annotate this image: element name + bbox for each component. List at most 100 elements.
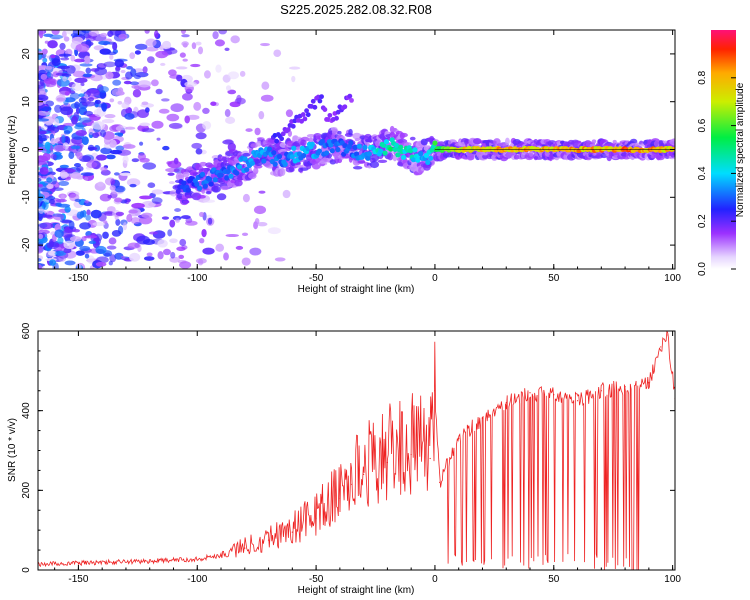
spectrogram-xlabel: Height of straight line (km): [298, 284, 415, 295]
noise-blob: [38, 81, 46, 90]
noise-blob: [146, 56, 155, 64]
x-tick-label: 50: [548, 574, 560, 585]
ridge-cell: [276, 153, 283, 160]
noise-blob: [129, 52, 136, 60]
noise-blob: [112, 42, 118, 51]
snr-point: [529, 392, 531, 394]
ridge-halo: [182, 200, 190, 204]
noise-blob: [102, 231, 109, 239]
snr-point: [624, 386, 626, 388]
noise-blob: [185, 220, 198, 226]
ridge-halo: [387, 152, 394, 161]
noise-blob: [54, 118, 60, 127]
noise-blob: [115, 218, 121, 226]
noise-blob: [100, 147, 113, 155]
noise-blob: [165, 168, 178, 173]
snr-point: [458, 437, 460, 440]
noise-blob: [38, 94, 49, 102]
noise-blob: [111, 88, 124, 97]
noise-blob: [88, 97, 95, 102]
noise-blob: [41, 125, 48, 131]
noise-blob: [148, 231, 159, 235]
ridge-halo: [656, 154, 665, 161]
ridge-halo: [472, 138, 482, 145]
snr-point: [267, 539, 270, 541]
colorbar-ticks: 0.0 0.2 0.4 0.6 0.8: [697, 70, 736, 276]
secondary-ridge-cell: [279, 136, 285, 142]
noise-blob: [122, 144, 136, 149]
ridge-halo: [612, 139, 617, 144]
ridge-cell: [410, 157, 417, 163]
noise-blob: [145, 38, 157, 47]
noise-blob: [195, 148, 203, 155]
ridge-cell: [197, 185, 203, 191]
noise-blob: [225, 233, 239, 238]
colorbar-tick-label: 0.8: [697, 70, 708, 84]
noise-blob: [258, 110, 265, 120]
noise-blob: [155, 50, 169, 59]
noise-blob: [64, 91, 70, 96]
noise-blob: [161, 216, 170, 220]
noise-blob: [147, 182, 156, 189]
noise-blob: [119, 172, 132, 176]
noise-blob: [48, 250, 57, 256]
ridge-cell: [271, 150, 277, 156]
noise-blob: [75, 129, 88, 137]
noise-blob: [141, 200, 156, 208]
noise-blob: [121, 101, 130, 109]
ridge-halo: [377, 159, 388, 163]
noise-blob: [55, 94, 67, 103]
snr-point: [576, 400, 579, 402]
noise-blob: [249, 247, 262, 256]
noise-blob: [81, 101, 96, 107]
secondary-ridge-cell: [300, 112, 306, 117]
noise-blob: [282, 189, 291, 199]
snr-point: [410, 453, 412, 456]
noise-blob: [56, 78, 70, 87]
noise-blob: [180, 215, 191, 220]
ridge-halo: [371, 153, 380, 162]
ridge-halo: [337, 130, 342, 135]
y-tick-label: 10: [21, 96, 32, 108]
noise-blob: [153, 30, 159, 38]
snr-point: [220, 555, 222, 557]
noise-blob: [199, 211, 205, 217]
noise-blob: [215, 243, 225, 252]
x-tick-label: -100: [187, 273, 207, 284]
noise-blob: [79, 245, 91, 252]
ridge-cell: [194, 181, 200, 187]
secondary-ridge-cell: [290, 123, 296, 129]
ridge-cell: [316, 148, 323, 154]
snr-point: [660, 346, 662, 348]
ridge-halo: [591, 139, 597, 144]
ridge-cell: [199, 171, 206, 177]
noise-blob: [218, 30, 227, 35]
noise-blob: [135, 43, 148, 50]
snr-point: [149, 561, 151, 563]
ridge-cell: [202, 183, 208, 189]
noise-blob: [76, 151, 83, 160]
noise-blob: [109, 149, 123, 155]
noise-blob: [70, 33, 79, 38]
noise-blob: [61, 73, 72, 77]
noise-blob: [38, 264, 43, 269]
ridge-halo: [589, 143, 596, 147]
noise-blob: [162, 40, 172, 50]
noise-blob: [38, 155, 49, 163]
snr-point: [315, 517, 317, 519]
noise-blob: [174, 208, 182, 212]
noise-blob: [134, 50, 141, 55]
noise-blob: [184, 115, 190, 124]
noise-blob: [181, 41, 189, 47]
noise-blob: [105, 71, 114, 80]
noise-blob: [72, 229, 80, 233]
noise-blob: [261, 81, 270, 90]
noise-blob: [112, 79, 122, 86]
noise-blob: [126, 66, 133, 70]
noise-blob: [57, 65, 70, 70]
noise-blob: [94, 99, 101, 105]
noise-blob: [43, 33, 54, 38]
noise-blob: [70, 145, 81, 150]
ridge-halo: [669, 138, 675, 145]
